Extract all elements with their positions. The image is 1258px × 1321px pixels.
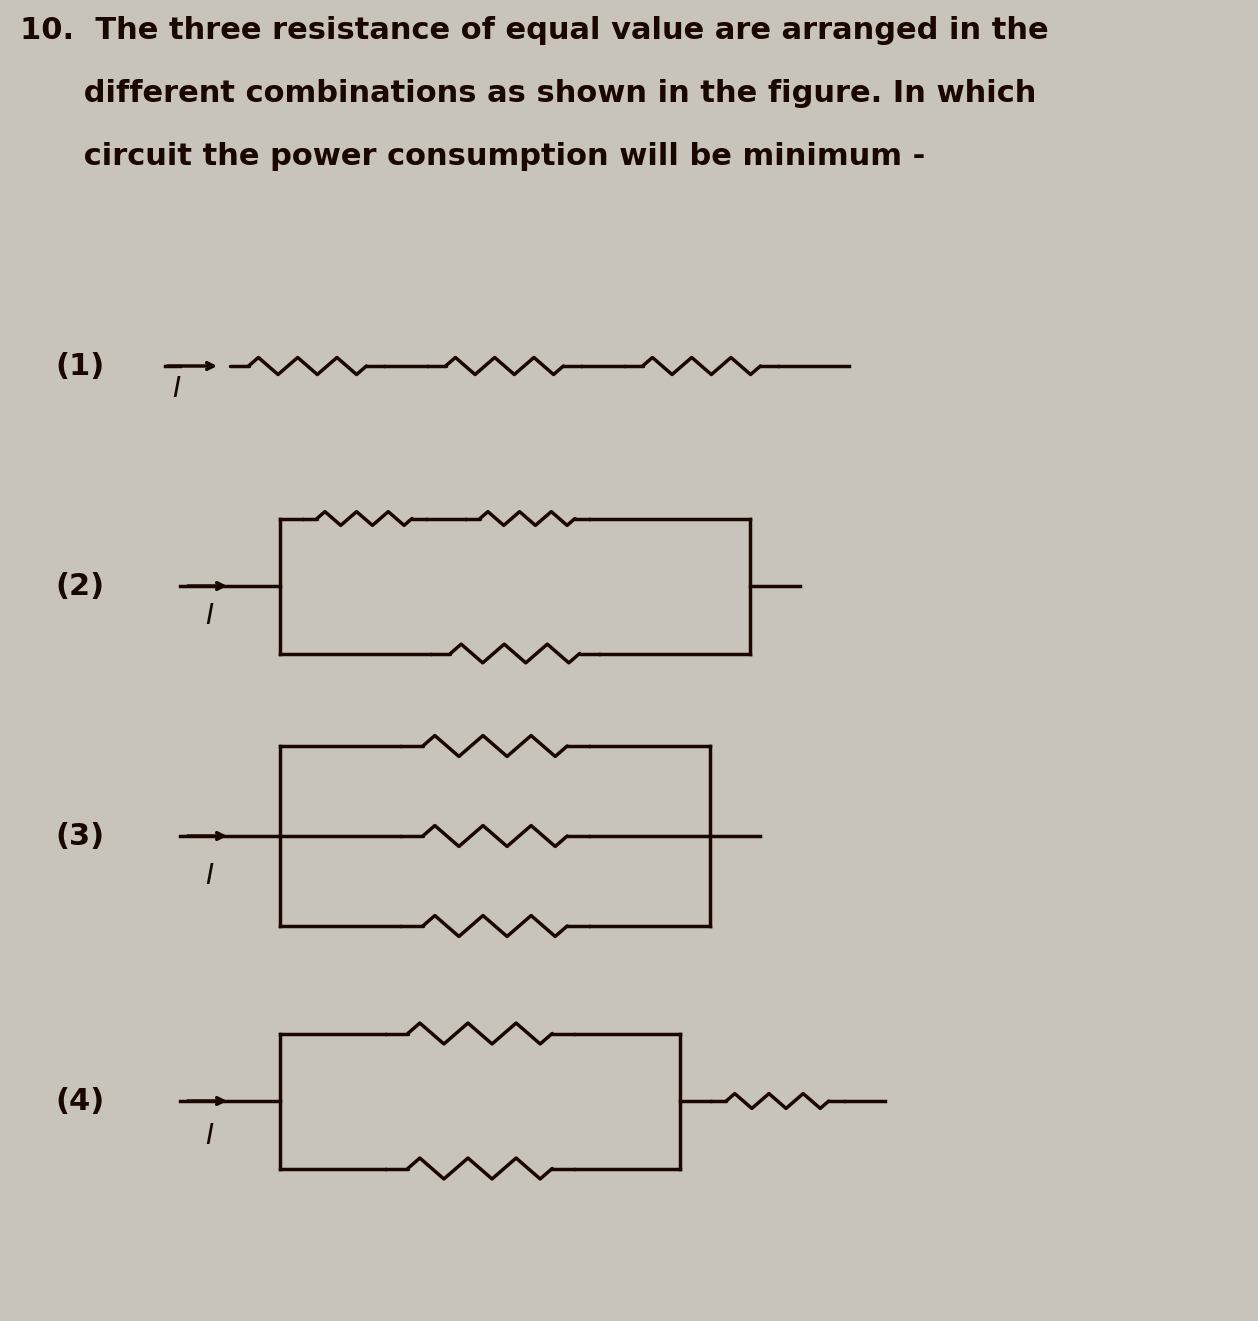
Text: I: I: [172, 375, 180, 403]
Text: circuit the power consumption will be minimum -: circuit the power consumption will be mi…: [20, 141, 925, 170]
Text: (1): (1): [55, 351, 104, 380]
Text: (4): (4): [55, 1086, 104, 1115]
Text: I: I: [205, 602, 213, 630]
Text: 10.  The three resistance of equal value are arranged in the: 10. The three resistance of equal value …: [20, 16, 1049, 45]
Text: (3): (3): [55, 822, 104, 851]
Text: different combinations as shown in the figure. In which: different combinations as shown in the f…: [20, 79, 1037, 108]
Text: (2): (2): [55, 572, 104, 601]
Text: I: I: [205, 1122, 213, 1151]
Text: I: I: [205, 863, 213, 890]
